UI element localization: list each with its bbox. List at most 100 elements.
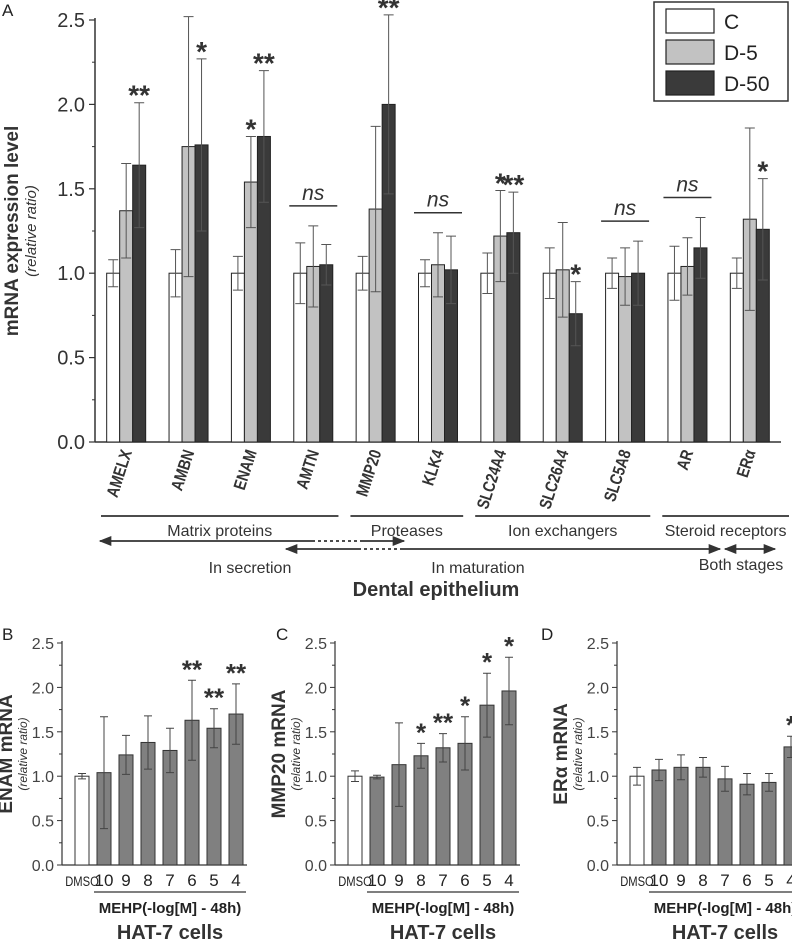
bar-5 <box>761 781 777 866</box>
cells-label: HAT-7 cells <box>117 922 223 944</box>
category-label: KLK4 <box>419 447 448 488</box>
ns-mark: ns <box>676 173 699 196</box>
error-bar <box>570 281 581 347</box>
bar-10 <box>369 776 385 866</box>
y-tick-label: 1.5 <box>57 179 85 201</box>
category-label: AMTN <box>293 448 323 492</box>
legend: C D-5 D-50 <box>653 1 789 102</box>
error-bar <box>677 754 685 781</box>
cells-label: HAT-7 cells <box>390 922 496 944</box>
error-bar <box>557 222 568 318</box>
y-tick-label: 2.0 <box>587 680 609 697</box>
y-tick-label: 2.5 <box>32 636 54 653</box>
panel-d-chart: 0.0 0.5 1.0 1.5 2.0 2.5 ERα mRNA (relative rati… <box>551 636 792 944</box>
error-bar <box>721 765 729 792</box>
y-tick-label: 0.0 <box>57 432 85 454</box>
y-tick-label: 2.5 <box>57 10 85 32</box>
error-bar <box>607 257 618 289</box>
y-tick-label: 1.0 <box>305 769 327 786</box>
error-bar <box>100 716 108 830</box>
error-bar <box>196 58 207 232</box>
y-tick-label: 0.0 <box>587 858 609 875</box>
bar-4 <box>783 746 792 866</box>
error-bar <box>695 216 706 279</box>
legend-label: D-50 <box>724 73 770 96</box>
significance-mark: ** <box>226 658 247 688</box>
x-axis-title: MEHP(-log[M] - 48h) <box>372 900 514 917</box>
error-bar <box>122 734 130 775</box>
y-tick-label: 0.5 <box>57 348 85 370</box>
y-tick-label: 0.5 <box>587 814 609 831</box>
bar-c-2 <box>230 272 245 443</box>
error-bar <box>744 127 755 311</box>
y-axis-title: ERα mRNA <box>551 703 572 805</box>
ns-mark: ns <box>427 189 450 212</box>
bar-5 <box>206 727 222 866</box>
legend-swatch <box>665 8 715 34</box>
category-label: AMBN <box>168 448 199 493</box>
y-tick-label: 0.0 <box>32 858 54 875</box>
error-bar <box>633 240 644 306</box>
ns-mark: ns <box>614 197 637 220</box>
bar-dmso <box>347 775 363 866</box>
bar-c-4 <box>355 272 370 443</box>
error-bar <box>765 773 773 792</box>
error-bar <box>620 247 631 306</box>
category-label: ENAM <box>231 448 261 493</box>
y-tick-label: 1.5 <box>587 725 609 742</box>
error-bar <box>357 255 368 291</box>
x-tick-label: 6 <box>742 871 751 890</box>
bar-10 <box>651 769 667 866</box>
error-bar <box>134 102 145 229</box>
error-bar <box>144 715 152 770</box>
bar-8 <box>413 755 429 866</box>
bar-c-6 <box>480 272 495 443</box>
error-bar <box>508 191 519 274</box>
y-tick-label: 0.5 <box>305 814 327 831</box>
error-bar <box>495 189 506 283</box>
x-tick-label: 8 <box>143 871 152 890</box>
bar-c-10 <box>729 272 744 443</box>
bar-dmso <box>74 775 90 866</box>
y-tick-label: 2.5 <box>305 636 327 653</box>
panel-letter-c: C <box>276 625 288 644</box>
panel-letter-b: B <box>2 625 13 644</box>
error-bar <box>370 125 381 293</box>
category-label: MMP20 <box>353 448 386 499</box>
stage-label: In secretion <box>209 560 292 577</box>
error-bar <box>417 742 425 769</box>
error-bar <box>170 249 181 298</box>
error-bar <box>655 758 663 782</box>
category-label: SLC5A8 <box>601 447 635 504</box>
bar-d-50-3 <box>319 264 334 443</box>
bar-9 <box>673 766 689 866</box>
y-tick-label: 1.0 <box>32 769 54 786</box>
bar-7 <box>435 747 451 866</box>
y-axis-title: ENAM mRNA <box>0 694 17 814</box>
bar-8 <box>695 766 711 866</box>
error-bar <box>166 727 174 774</box>
error-bar <box>446 235 456 305</box>
error-bar <box>505 656 513 726</box>
significance-mark: * <box>196 36 207 67</box>
significance-mark: * <box>757 156 768 187</box>
error-bar <box>321 244 332 286</box>
error-bar <box>108 259 119 288</box>
legend-swatch <box>665 39 715 65</box>
error-bar <box>210 708 218 749</box>
x-tick-label: 7 <box>438 871 447 890</box>
y-tick-label: 0.5 <box>32 814 54 831</box>
error-bar <box>633 766 641 786</box>
y-axis-subtitle: (relative ratio) <box>23 185 40 277</box>
error-bar <box>395 722 403 807</box>
error-bar <box>258 70 269 203</box>
error-bar <box>787 735 792 759</box>
error-bar <box>731 257 742 289</box>
bar-c-1 <box>168 272 183 443</box>
panel-b-chart: 0.0 0.5 1.0 1.5 2.0 2.5 ENAM mRNA (relative rat… <box>0 636 247 944</box>
error-bar <box>483 672 491 738</box>
significance-mark: ** <box>253 48 275 79</box>
panel-letter-d: D <box>541 625 553 644</box>
y-axis-subtitle: (relative ratio) <box>289 717 303 790</box>
x-tick-label: 9 <box>676 871 685 890</box>
